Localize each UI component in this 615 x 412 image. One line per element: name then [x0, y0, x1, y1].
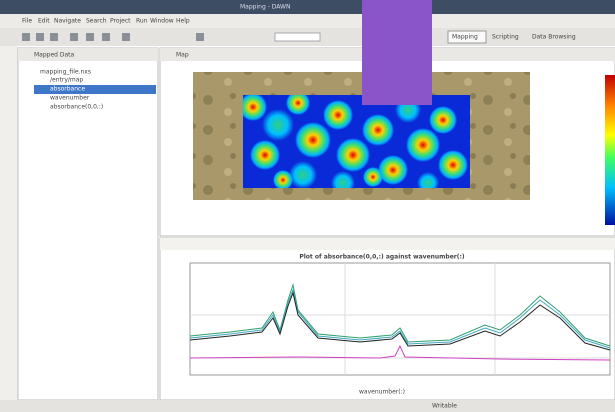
- plot-area: [189, 262, 611, 376]
- window-title: Mapping - DAWN: [240, 4, 290, 11]
- spectra: [189, 283, 611, 361]
- colorbar: [605, 75, 615, 225]
- grid: [190, 263, 610, 375]
- menu-item[interactable]: Run: [136, 18, 148, 25]
- perspective[interactable]: Scripting: [492, 34, 519, 41]
- x-axis-label: wavenumber(:): [359, 389, 405, 396]
- perspective[interactable]: Data Browsing: [532, 34, 576, 41]
- menu-bar: [0, 14, 615, 28]
- tree-item[interactable]: /entry/map: [50, 77, 83, 84]
- menu-item[interactable]: Edit: [38, 18, 50, 25]
- tree-item[interactable]: absorbance(0,0,:): [50, 104, 103, 111]
- toolbar-icons: [22, 32, 321, 42]
- menu-item[interactable]: Window: [150, 18, 174, 25]
- status-bar: [0, 400, 615, 412]
- heatmap: [243, 95, 470, 188]
- tree-item[interactable]: absorbance: [50, 86, 85, 93]
- tree-item[interactable]: mapping_file.nxs: [40, 69, 91, 76]
- left-panel: [17, 47, 159, 401]
- side-strip: [0, 46, 18, 400]
- menu-item[interactable]: Help: [176, 18, 190, 25]
- perspective-button[interactable]: [447, 30, 487, 44]
- plot-toolbar: [160, 238, 615, 250]
- tree-item[interactable]: wavenumber: [50, 95, 90, 102]
- overlay-block: [362, 0, 432, 105]
- menu-item[interactable]: Project: [110, 18, 131, 25]
- perspective[interactable]: Mapping: [452, 34, 478, 41]
- menu: File Edit Navigate Search Project Run Wi…: [22, 18, 190, 25]
- panel-title: Mapped Data: [34, 52, 75, 59]
- plot-view: [159, 237, 615, 401]
- menu-item[interactable]: Search: [86, 18, 107, 25]
- panel-header: [18, 48, 158, 61]
- plot-title: Plot of absorbance(0,0,:) against wavenu…: [299, 254, 465, 261]
- view-title: Map: [176, 52, 189, 59]
- title-bar: [0, 0, 615, 14]
- menu-item[interactable]: File: [22, 18, 32, 25]
- status: Writable: [432, 403, 457, 410]
- menu-item[interactable]: Navigate: [54, 18, 81, 25]
- selection: [34, 85, 156, 94]
